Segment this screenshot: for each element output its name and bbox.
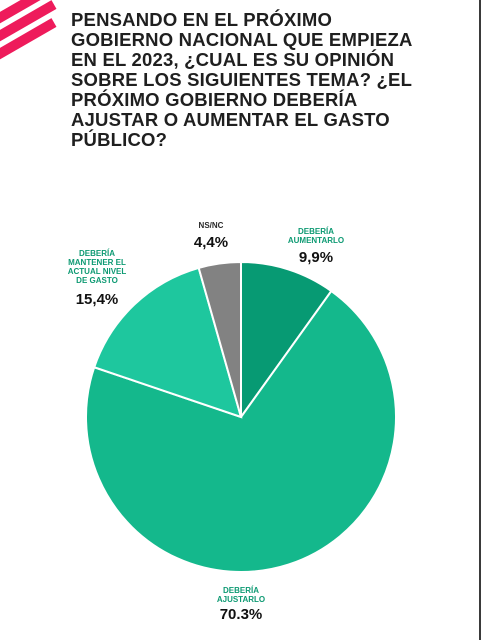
chart-title: PENSANDO EN EL PRÓXIMO GOBIERNO NACIONAL…	[71, 9, 412, 150]
page-edge	[479, 0, 481, 640]
slice-name-nsnc: NS/NC	[199, 221, 224, 230]
pie-slice-nsnc	[197, 260, 242, 418]
slice-value-mantener: 15,4%	[76, 291, 119, 308]
pie-slice-ajustarlo	[85, 289, 397, 573]
slice-value-aumentarlo: 9,9%	[299, 249, 333, 266]
slice-name-aumentarlo: DEBERÍA AUMENTARLO	[288, 227, 344, 245]
slice-name-ajustarlo: DEBERÍA AJUSTARLO	[217, 586, 265, 604]
slice-value-ajustarlo: 70.3%	[220, 606, 263, 623]
slice-value-nsnc: 4,4%	[194, 234, 228, 251]
pie-slice-mantener	[92, 266, 243, 419]
slice-name-mantener: DEBERÍA MANTENER EL ACTUAL NIVEL DE GASTO	[68, 249, 127, 285]
pie-slice-aumentarlo	[240, 260, 333, 421]
